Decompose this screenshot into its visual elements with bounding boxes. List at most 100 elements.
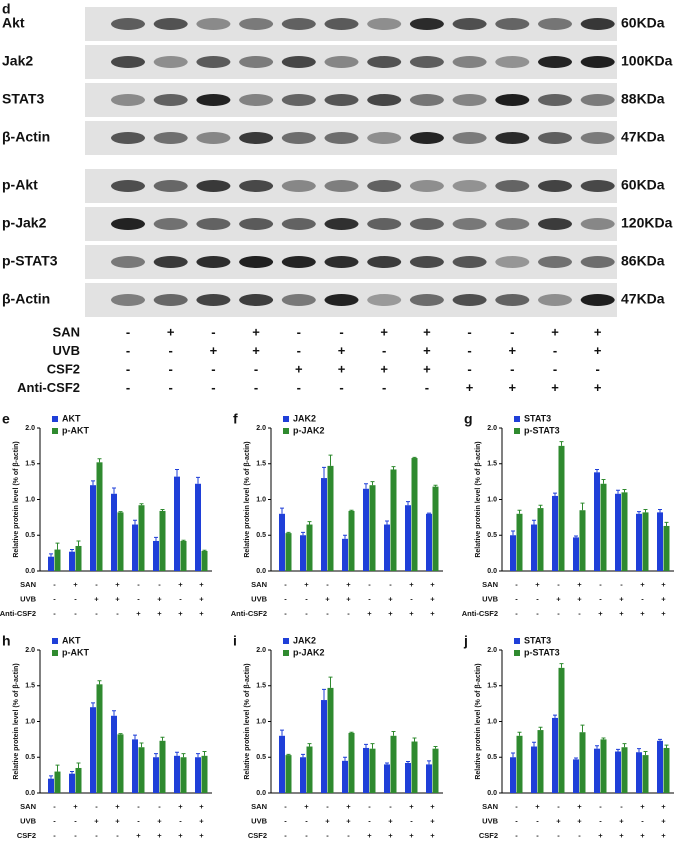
bar bbox=[552, 495, 558, 571]
bar bbox=[348, 732, 355, 793]
error-bar bbox=[412, 737, 417, 742]
condition-mark: + bbox=[304, 802, 309, 811]
bar bbox=[510, 757, 516, 793]
error-bar bbox=[553, 714, 557, 718]
error-bar bbox=[385, 762, 389, 765]
error-bar bbox=[616, 748, 620, 752]
error-bar bbox=[286, 753, 291, 756]
condition-name: Anti-CSF2 bbox=[17, 380, 80, 395]
bar bbox=[390, 735, 397, 793]
condition-mark: - bbox=[467, 343, 471, 358]
band bbox=[580, 294, 615, 306]
condition-mark: + bbox=[199, 594, 204, 603]
band bbox=[196, 256, 231, 268]
bar bbox=[48, 556, 54, 571]
condition-mark: - bbox=[53, 594, 56, 603]
y-tick-label: 1.0 bbox=[487, 718, 497, 725]
condition-mark: + bbox=[346, 580, 351, 589]
condition-mark: - bbox=[116, 609, 119, 618]
bar bbox=[285, 533, 292, 571]
bar bbox=[369, 485, 376, 571]
condition-mark: + bbox=[577, 802, 582, 811]
bar bbox=[600, 483, 607, 571]
panel-label: h bbox=[2, 633, 11, 649]
condition-mark: + bbox=[598, 831, 603, 840]
band bbox=[538, 18, 572, 30]
condition-mark: - bbox=[53, 802, 56, 811]
condition-mark: - bbox=[515, 802, 518, 811]
condition-name: UVB bbox=[20, 816, 36, 825]
error-bar bbox=[160, 736, 165, 741]
band bbox=[196, 294, 231, 306]
legend-label: STAT3 bbox=[524, 635, 551, 645]
condition-mark: + bbox=[199, 580, 204, 589]
error-bar bbox=[637, 511, 641, 514]
condition-mark: + bbox=[409, 802, 414, 811]
y-tick-label: 0.5 bbox=[256, 754, 266, 761]
error-bar bbox=[349, 731, 354, 733]
condition-mark: + bbox=[619, 609, 624, 618]
error-bar bbox=[532, 741, 536, 747]
band bbox=[538, 180, 572, 192]
y-axis-label: Relative protein level (% of β-actin) bbox=[244, 441, 251, 557]
condition-mark: - bbox=[169, 343, 173, 358]
error-bar bbox=[391, 466, 396, 470]
condition-mark: + bbox=[115, 816, 120, 825]
band bbox=[281, 180, 316, 192]
condition-mark: - bbox=[297, 380, 301, 395]
band bbox=[452, 56, 487, 68]
condition-mark: + bbox=[661, 594, 666, 603]
condition-mark: - bbox=[515, 580, 518, 589]
condition-mark: + bbox=[157, 594, 162, 603]
band bbox=[580, 56, 615, 68]
condition-mark: + bbox=[409, 831, 414, 840]
bar bbox=[201, 550, 208, 571]
y-tick-label: 1.5 bbox=[487, 683, 497, 690]
bar bbox=[579, 732, 586, 793]
band bbox=[196, 132, 231, 144]
band bbox=[324, 18, 359, 30]
condition-mark: + bbox=[252, 343, 260, 358]
error-bar bbox=[601, 478, 606, 484]
condition-name: SAN bbox=[482, 580, 498, 589]
bar bbox=[573, 759, 579, 793]
y-axis-label: Relative protein level (% of β-actin) bbox=[475, 663, 482, 779]
band bbox=[196, 94, 231, 106]
bar bbox=[153, 757, 159, 793]
bar bbox=[642, 755, 649, 793]
condition-mark: - bbox=[74, 609, 77, 618]
condition-mark: - bbox=[339, 380, 343, 395]
band bbox=[452, 294, 487, 306]
condition-mark: + bbox=[423, 343, 431, 358]
error-bar bbox=[112, 710, 116, 716]
band bbox=[153, 218, 188, 230]
condition-name: UVB bbox=[251, 816, 267, 825]
condition-mark: + bbox=[346, 816, 351, 825]
band bbox=[239, 180, 274, 192]
band bbox=[409, 218, 444, 230]
condition-mark: + bbox=[640, 609, 645, 618]
error-bar bbox=[322, 466, 326, 479]
band bbox=[580, 180, 615, 192]
band bbox=[538, 132, 572, 144]
condition-mark: - bbox=[536, 609, 539, 618]
legend-swatch bbox=[283, 638, 289, 644]
condition-mark: - bbox=[368, 802, 371, 811]
bar bbox=[75, 545, 82, 571]
condition-mark: + bbox=[157, 816, 162, 825]
bar bbox=[54, 771, 61, 793]
condition-mark: + bbox=[535, 802, 540, 811]
y-tick-label: 1.5 bbox=[256, 461, 266, 468]
error-bar bbox=[538, 726, 543, 731]
bar bbox=[159, 740, 166, 793]
error-bar bbox=[196, 476, 200, 484]
band bbox=[281, 256, 316, 268]
band bbox=[153, 180, 188, 192]
error-bar bbox=[532, 519, 536, 525]
band bbox=[367, 218, 402, 230]
bar bbox=[426, 513, 432, 571]
condition-mark: - bbox=[305, 816, 308, 825]
condition-mark: + bbox=[252, 324, 260, 339]
condition-mark: - bbox=[126, 380, 130, 395]
y-tick-label: 0.0 bbox=[256, 568, 266, 575]
